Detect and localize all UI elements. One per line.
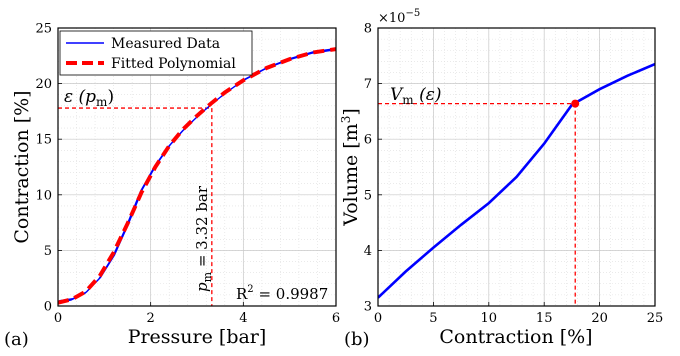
y-tick-label: 10 [35,188,52,203]
ticks-b: 0 5 10 15 20 25 3 4 5 6 7 8 [364,22,664,327]
epsilon-annotation: ε (pm) [64,87,114,109]
r2-annotation-value: = 0.9987 [254,285,329,303]
r2-annotation-sup: 2 [247,284,253,295]
r2-annotation: R2 = 0.9987 [236,284,328,303]
x-tick-label: 0 [374,311,382,326]
y-tick-label: 8 [364,22,372,37]
epsilon-annotation-main: ε (p [64,87,96,107]
x-axis-label-b: Contraction [%] [439,326,592,348]
epsilon-annotation-sub: m [96,95,108,109]
pm-annotation-value: = 3.32 bar [193,185,211,272]
y-exponent-base: ×10 [378,11,405,26]
y-tick-label: 15 [35,133,52,148]
legend-box [59,30,253,76]
x-tick-label: 25 [647,311,664,326]
series-line-volume [378,62,655,299]
legend-a: Measured Data Fitted Polynomial [59,30,253,76]
y-tick-label: 0 [44,300,52,315]
x-tick-label: 6 [332,311,340,326]
ticks-a: 0 2 4 6 0 5 10 15 20 25 [35,22,340,327]
legend-label-measured: Measured Data [111,36,220,52]
chart-a: 0 2 4 6 0 5 10 15 20 25 Measured Data Fitted Poly… [4,22,340,351]
series-b [378,62,655,299]
marker-point [571,99,580,108]
panel-label-a: (a) [4,329,29,350]
x-tick-label: 2 [147,311,155,326]
y-tick-label: 25 [35,22,52,37]
y-tick-label: 7 [364,77,372,92]
chart-b: 0 5 10 15 20 25 3 4 5 6 7 8 ×10−5 Vm (ε) Contractio… [339,8,663,350]
y-exponent-b: ×10−5 [378,8,420,26]
y-axis-label-a: Contraction [%] [11,90,33,243]
y-tick-label: 6 [364,133,372,148]
pm-annotation-sub: m [201,271,214,282]
vm-annotation: Vm (ε) [390,85,441,107]
legend-label-fitted: Fitted Polynomial [111,56,236,72]
vm-annotation-rest: (ε) [414,85,442,105]
x-tick-label: 20 [591,311,608,326]
y-tick-label: 5 [364,188,372,203]
y-tick-label: 3 [364,300,372,315]
x-tick-label: 0 [54,311,62,326]
y-axis-label-b-main: Volume [m [340,123,362,226]
plot-area-b [378,28,655,306]
r2-annotation-main: R [236,285,248,303]
x-tick-label: 4 [239,311,247,326]
pm-annotation: pm = 3.32 bar [193,185,214,292]
vm-annotation-main: V [390,85,404,105]
y-axis-label-b-close: ] [340,108,362,115]
vm-annotation-sub: m [402,93,414,107]
pm-annotation-main: p [193,282,211,292]
y-exponent-power: −5 [405,8,420,19]
axes-box-a [57,27,337,307]
guides-a [58,107,213,306]
series-line-fitted-polynomial [58,47,336,305]
y-axis-label-b-sup: 3 [339,116,353,124]
guides-b [378,102,576,306]
y-axis-label-b: Volume [m3] [339,108,362,227]
y-tick-label: 4 [364,244,372,259]
series-a [58,47,336,305]
x-axis-label-a: Pressure [bar] [128,326,267,348]
panel-label-b: (b) [344,329,370,350]
axes-box-b [377,27,656,307]
y-tick-label: 5 [44,244,52,259]
x-tick-label: 10 [481,311,498,326]
y-tick-label: 20 [35,77,52,92]
epsilon-annotation-close: ) [107,87,114,107]
x-tick-label: 5 [429,311,437,326]
x-tick-label: 15 [536,311,553,326]
